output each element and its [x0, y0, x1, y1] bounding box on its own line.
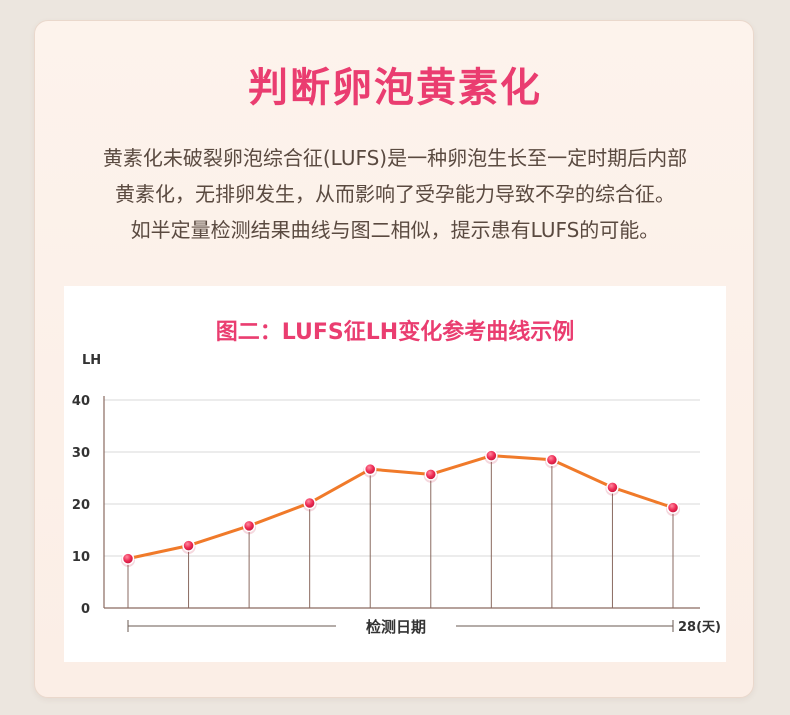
data-point — [666, 501, 680, 517]
y-tick-label: 30 — [72, 446, 90, 461]
lh-series-line — [127, 454, 674, 561]
y-tick-label: 40 — [72, 394, 90, 409]
description-line-2: 黄素化，无排卵发生，从而影响了受孕能力导致不孕的综合征。 — [115, 182, 675, 206]
page-title: 判断卵泡黄素化 — [248, 65, 542, 111]
data-point — [484, 449, 499, 465]
y-axis-label: LH — [82, 353, 101, 368]
chart-container: 图二：LUFS征LH变化参考曲线示例 LH 0 10 20 30 40 检测日期 28(天) — [64, 286, 726, 662]
y-tick-label: 0 — [81, 602, 90, 617]
data-point — [242, 519, 257, 535]
data-point — [605, 481, 620, 496]
description-line-3: 如半定量检测结果曲线与图二相似，提示患有LUFS的可能。 — [130, 218, 660, 242]
data-point — [423, 468, 438, 483]
y-tick-label: 20 — [72, 498, 90, 513]
x-end-label: 28(天) — [678, 620, 721, 635]
x-axis-label: 检测日期 — [366, 618, 426, 636]
description-line-1: 黄素化未破裂卵泡综合征(LUFS)是一种卵泡生长至一定时期后内部 — [102, 146, 688, 170]
data-point — [363, 462, 378, 478]
y-tick-label: 10 — [72, 550, 90, 565]
chart-title: 图二：LUFS征LH变化参考曲线示例 — [215, 320, 575, 345]
description: 黄素化未破裂卵泡综合征(LUFS)是一种卵泡生长至一定时期后内部 黄素化，无排卵… — [0, 140, 790, 248]
data-point — [121, 552, 135, 568]
data-point — [544, 453, 559, 469]
data-point — [181, 539, 196, 555]
lh-line-chart: LH 0 10 20 30 40 检测日期 28(天) — [72, 353, 721, 636]
data-point — [302, 496, 317, 512]
